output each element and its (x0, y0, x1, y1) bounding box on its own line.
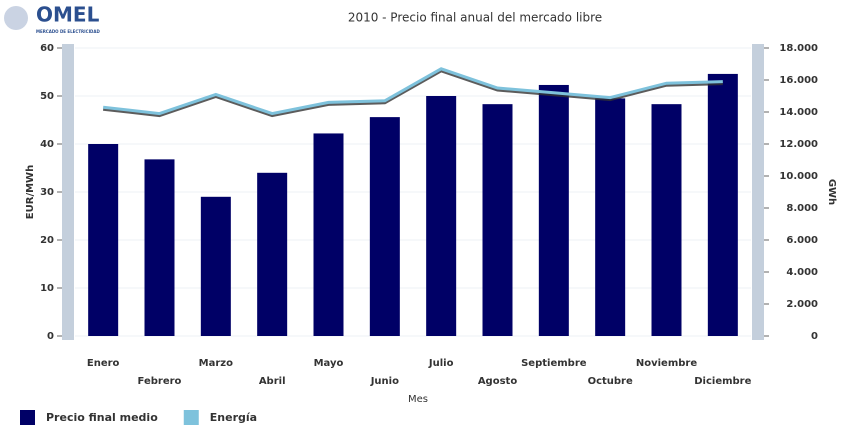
legend-label: Precio final medio (46, 411, 158, 424)
logo-icon (4, 6, 28, 30)
x-tick-label: Julio (428, 358, 454, 369)
line-shadow (102, 69, 723, 118)
x-tick-label: Junio (370, 376, 399, 387)
bar (313, 133, 344, 336)
y2-tick-label: 8.000 (786, 203, 818, 214)
legend-label: Energía (210, 411, 257, 424)
y2-tick-label: 16.000 (779, 75, 818, 86)
y2-tick-label: 4.000 (786, 267, 818, 278)
left-axis-band (62, 44, 74, 340)
y2-tick-label: 6.000 (786, 235, 818, 246)
y-tick-label: 60 (40, 43, 54, 54)
logo-subtitle: MERCADO DE ELECTRICIDAD (36, 29, 100, 34)
bar (595, 98, 626, 337)
x-tick-label: Febrero (138, 376, 182, 387)
y-tick-label: 50 (40, 91, 54, 102)
bar (200, 196, 231, 336)
y2-axis-title: GWh (826, 179, 837, 205)
x-tick-label: Enero (87, 358, 120, 369)
x-tick-label: Mayo (314, 358, 344, 369)
chart-title: 2010 - Precio final anual del mercado li… (348, 11, 602, 25)
bar (707, 73, 738, 337)
y2-tick-label: 14.000 (779, 107, 818, 118)
y-tick-label: 0 (47, 331, 54, 342)
y-tick-label: 40 (40, 139, 54, 150)
y2-tick-label: 10.000 (779, 171, 818, 182)
x-axis-title: Mes (408, 394, 428, 405)
x-tick-label: Noviembre (636, 358, 697, 369)
bar (257, 172, 288, 336)
y2-tick-label: 2.000 (786, 299, 818, 310)
bar (88, 144, 119, 336)
right-axis-band (752, 44, 764, 340)
y-tick-label: 20 (40, 235, 54, 246)
y2-tick-label: 18.000 (779, 43, 818, 54)
line (102, 67, 723, 116)
legend-swatch (183, 410, 199, 425)
bar (482, 104, 513, 336)
bar (651, 104, 682, 336)
x-tick-label: Agosto (478, 376, 518, 387)
y-tick-label: 10 (40, 283, 54, 294)
bar (426, 96, 457, 336)
y2-tick-label: 0 (811, 331, 818, 342)
x-tick-label: Abril (259, 376, 286, 387)
bar (144, 159, 175, 336)
legend-swatch (20, 410, 35, 425)
x-tick-label: Septiembre (521, 358, 587, 369)
bar (538, 84, 569, 337)
x-tick-label: Marzo (199, 358, 233, 369)
y2-tick-label: 12.000 (779, 139, 818, 150)
logo-name: OMEL (36, 3, 100, 27)
x-tick-label: Octubre (588, 376, 633, 387)
y-tick-label: 30 (40, 187, 54, 198)
bar (369, 117, 400, 337)
x-tick-label: Diciembre (694, 376, 751, 387)
y-axis-title: EUR/MWh (25, 165, 36, 219)
